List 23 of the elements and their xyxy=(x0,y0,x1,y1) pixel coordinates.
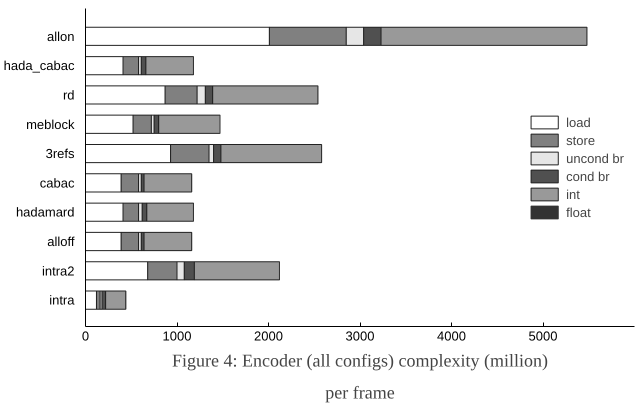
y-tick-label: hada_cabac xyxy=(4,58,75,74)
y-tick-label: hadamard xyxy=(16,204,75,220)
legend-label: int xyxy=(566,186,581,202)
legend-label: store xyxy=(566,132,596,148)
legend-label: load xyxy=(566,114,591,130)
text: Figure 4: Encoder (all configs) complexity (million) per frame xyxy=(172,350,548,402)
y-tick-label: intra2 xyxy=(42,263,75,278)
y-tick-label: meblock xyxy=(26,116,75,132)
y-tick-label: 3refs xyxy=(46,146,75,162)
x-tick-label: 2000 xyxy=(254,328,283,344)
x-tick-label: 0 xyxy=(82,328,90,344)
y-tick-label: alloff xyxy=(47,234,75,250)
x-tick-label: 3000 xyxy=(346,328,374,344)
legend-label: float xyxy=(566,204,591,220)
legend-label: cond br xyxy=(566,168,610,184)
y-tick-label: rd xyxy=(62,87,75,102)
y-tick-label: cabac xyxy=(40,175,75,190)
x-tick-label: 1000 xyxy=(162,328,192,344)
x-tick-label: 4000 xyxy=(437,328,466,344)
legend-label: uncond br xyxy=(566,150,624,166)
y-tick-label: allon xyxy=(47,28,74,44)
x-tick-label: 5000 xyxy=(528,328,558,344)
y-tick-label: intra xyxy=(49,292,76,308)
